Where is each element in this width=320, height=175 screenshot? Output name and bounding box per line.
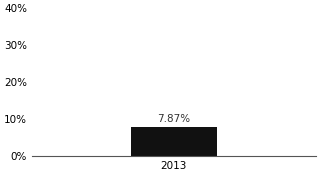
Bar: [131, 127, 217, 156]
Text: 7.87%: 7.87%: [157, 114, 190, 124]
